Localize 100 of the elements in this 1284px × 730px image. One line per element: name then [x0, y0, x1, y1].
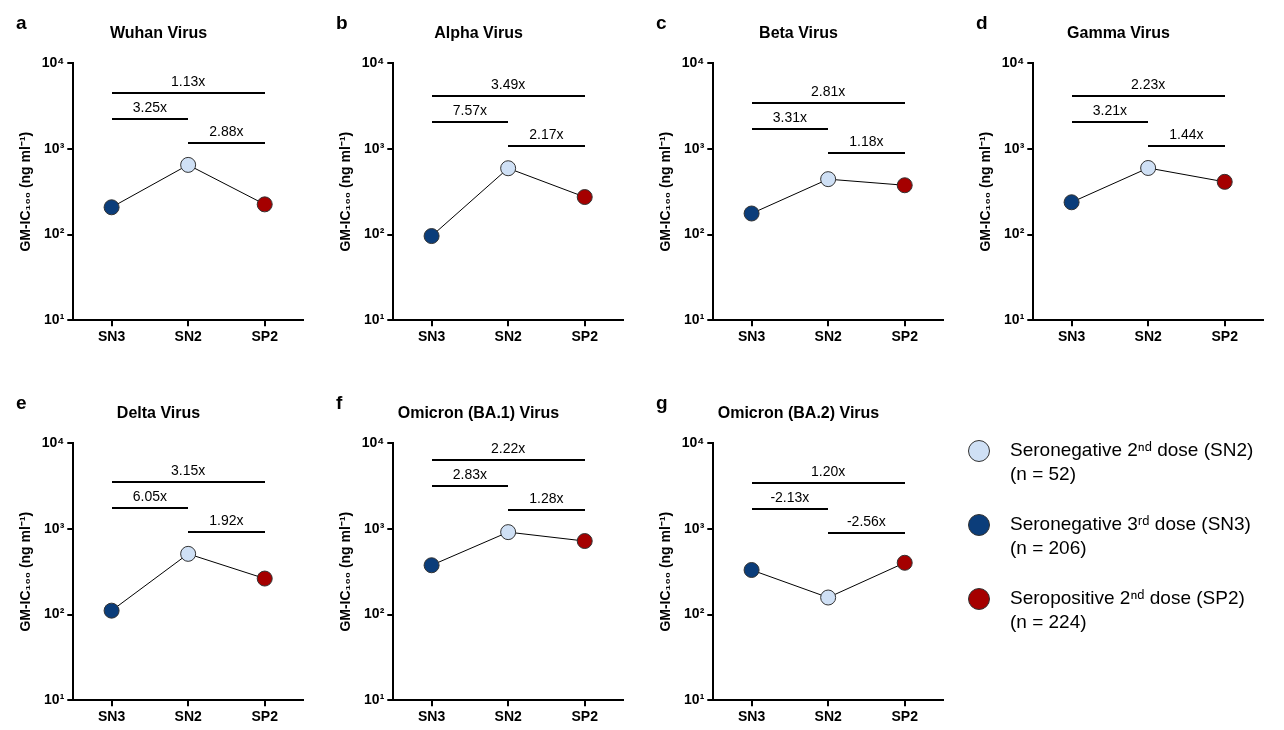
point [820, 589, 837, 606]
point [576, 533, 593, 550]
point [180, 156, 197, 173]
annotation: -2.13x [769, 489, 811, 506]
x-tick-label: SN3 [737, 328, 766, 345]
annotation: 2.88x [208, 122, 245, 139]
point [896, 554, 913, 571]
point [423, 228, 440, 245]
point [1063, 194, 1080, 211]
y-tick-label: 10⁴ [41, 54, 65, 71]
point [256, 196, 273, 213]
text: a [16, 11, 27, 33]
y-tick-label: 10¹ [684, 691, 705, 708]
annotation: 2.22x [490, 440, 527, 457]
annotation: 1.18x [848, 133, 885, 150]
annotation: -2.56x [845, 513, 887, 530]
point [423, 557, 440, 574]
chart-title: Alpha Virus [434, 24, 523, 42]
text: d [976, 11, 988, 33]
x-tick-label: SN2 [494, 708, 522, 725]
point [103, 199, 120, 216]
annotation: 1.28x [528, 490, 565, 507]
chart-title: Beta Virus [759, 24, 839, 42]
y-tick-label: 10³ [44, 139, 65, 156]
chart-title: Delta Virus [116, 404, 201, 422]
annotation: 3.25x [131, 98, 168, 115]
point [1140, 160, 1157, 176]
annotation: 2.83x [451, 466, 488, 483]
y-tick-label: 10¹ [44, 311, 65, 328]
x-tick-label: SN2 [814, 328, 842, 345]
x-tick-label: SP2 [571, 328, 599, 345]
text: Seronegative 2ⁿᵈ dose (SN2) (n = 52) [1010, 438, 1255, 486]
x-tick-label: SP2 [891, 708, 919, 725]
y-tick-label: 10³ [1004, 139, 1025, 156]
x-tick-label: SP2 [571, 708, 599, 725]
x-tick-label: SN2 [174, 328, 202, 345]
x-tick-label: SP2 [891, 328, 919, 345]
y-tick-label: 10² [364, 605, 385, 622]
text: b [336, 11, 348, 33]
x-tick-label: SP2 [1211, 328, 1239, 345]
y-tick-label: 10⁴ [361, 434, 385, 451]
y-tick-label: 10³ [684, 519, 705, 536]
annotation: 1.20x [810, 463, 847, 480]
x-tick-label: SN3 [1057, 328, 1086, 345]
point [180, 545, 197, 562]
chart-title: Gamma Virus [1067, 24, 1171, 42]
annotation: 2.23x [1130, 75, 1167, 92]
y-axis-title: GM-IC₁₀₀ (ng ml⁻¹) [17, 511, 34, 632]
y-tick-label: 10³ [44, 519, 65, 536]
point [743, 562, 760, 578]
text: c [656, 11, 667, 33]
x-tick-label: SN3 [417, 708, 446, 725]
y-tick-label: 10³ [364, 519, 385, 536]
annotation: 1.13x [170, 72, 207, 89]
y-tick-label: 10¹ [684, 311, 705, 328]
y-tick-label: 10⁴ [41, 434, 65, 451]
x-tick-label: SN3 [417, 328, 446, 345]
chart-title: Omicron (BA.2) Virus [717, 404, 880, 422]
annotation: 1.44x [1168, 125, 1205, 142]
y-tick-label: 10⁴ [681, 54, 705, 71]
x-tick-label: SP2 [251, 328, 279, 345]
chart-title: Wuhan Virus [109, 24, 208, 42]
y-tick-label: 10⁴ [361, 54, 385, 71]
annotation: 3.49x [490, 76, 527, 93]
y-tick-label: 10⁴ [681, 434, 705, 451]
annotation: 3.15x [170, 461, 207, 478]
y-axis-title: GM-IC₁₀₀ (ng ml⁻¹) [977, 131, 994, 252]
y-tick-label: 10⁴ [1001, 54, 1025, 71]
point [820, 171, 837, 188]
y-tick-label: 10¹ [364, 311, 385, 328]
annotation: 6.05x [131, 487, 168, 504]
y-tick-label: 10² [684, 605, 705, 622]
point [103, 602, 120, 619]
y-tick-label: 10² [44, 225, 65, 242]
annotation: 2.17x [528, 126, 565, 143]
x-tick-label: SN2 [1134, 328, 1162, 345]
y-axis-title: GM-IC₁₀₀ (ng ml⁻¹) [657, 511, 674, 632]
annotation: 2.81x [810, 83, 847, 100]
x-tick-label: SN3 [97, 708, 126, 725]
point [576, 189, 593, 206]
point [1216, 173, 1233, 190]
annotation: 7.57x [451, 102, 488, 119]
y-tick-label: 10³ [364, 139, 385, 156]
point [743, 205, 760, 222]
text: Seropositive 2ⁿᵈ dose (SP2) (n = 224) [1010, 586, 1246, 634]
y-tick-label: 10² [1004, 225, 1025, 242]
y-tick-label: 10¹ [1004, 311, 1025, 328]
x-tick-label: SN2 [174, 708, 202, 725]
x-tick-label: SN3 [737, 708, 766, 725]
point [896, 177, 913, 194]
y-axis-title: GM-IC₁₀₀ (ng ml⁻¹) [657, 131, 674, 252]
x-tick-label: SP2 [251, 708, 279, 725]
text: f [336, 391, 343, 413]
annotation: 3.31x [771, 109, 808, 126]
annotation: 3.21x [1091, 101, 1128, 118]
x-tick-label: SN2 [494, 328, 522, 345]
point [500, 160, 517, 177]
y-axis-title: GM-IC₁₀₀ (ng ml⁻¹) [337, 131, 354, 252]
text: g [656, 391, 668, 413]
y-axis-title: GM-IC₁₀₀ (ng ml⁻¹) [17, 131, 34, 252]
